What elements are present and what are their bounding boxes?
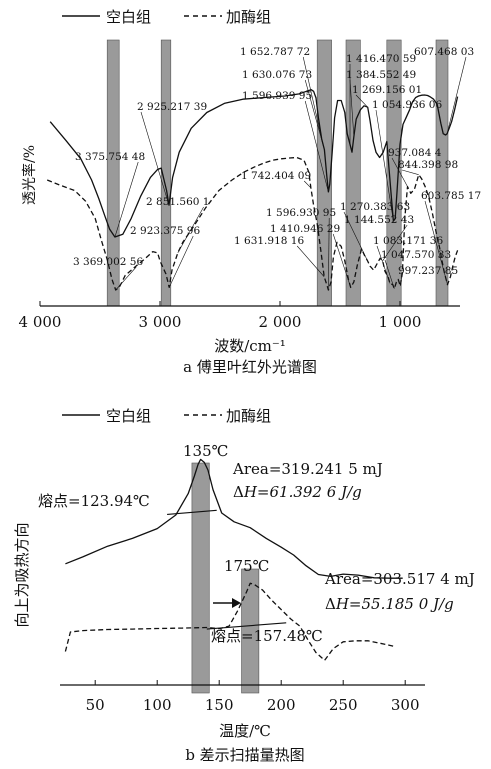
peak-label-blank: 135℃ [183, 442, 228, 460]
peak-label-enzyme: 175℃ [224, 557, 269, 575]
delta-symbol: Δ [325, 595, 336, 613]
delta-symbol: Δ [233, 483, 244, 501]
annotation-leader [382, 224, 408, 262]
chart-caption: a 傅里叶红外光谱图 [183, 358, 317, 376]
annotation-leader [401, 169, 419, 176]
x-tick-label: 200 [267, 696, 296, 714]
annotation-leader [303, 180, 312, 189]
peak-annotations: 1 652.787 72 1 416.470 59 1 630.076 73 1 38… [73, 46, 481, 291]
peak-annotation: 937.084 4 [388, 147, 442, 159]
peak-annotation: 1 054.936 06 [372, 99, 442, 111]
annotation-leader [296, 245, 325, 277]
peak-annotation: 2 851.560 1 [146, 196, 209, 208]
peak-annotation: 1 416.470 59 [346, 53, 416, 65]
x-tick-label: 3 000 [139, 313, 182, 331]
peak-annotation: 1 596.939 95 [242, 90, 312, 102]
annotation-leader [114, 161, 139, 238]
y-axis-label: 透光率/% [21, 145, 38, 205]
annotation-leader [391, 157, 408, 187]
annotation-leader [376, 245, 391, 284]
legend-label-enzyme: 加酶组 [226, 407, 271, 425]
annotation-leader [115, 266, 137, 291]
peak-annotation: 1 269.156 01 [352, 84, 422, 96]
enthalpy-label-enzyme: ΔH=55.185 0 J/g [325, 595, 454, 613]
peak-annotation: 2 925.217 39 [137, 101, 207, 113]
peak-annotation: 1 144.552 43 [344, 214, 414, 226]
peak-arrow-head [232, 598, 241, 608]
x-axis-label: 波数/cm⁻¹ [214, 337, 286, 355]
dsc-chart: 空白组 加酶组 135℃ 175℃ Area=319.241 5 mJ ΔH=6… [13, 407, 475, 764]
blank-spectrum-line [49, 89, 459, 238]
peak-annotation: 1 270.383 63 [340, 201, 410, 213]
peak-annotation: 603.785 17 [421, 190, 481, 202]
baseline-tangent [206, 622, 287, 630]
x-tick-label: 50 [86, 696, 105, 714]
annotation-leader [400, 275, 403, 287]
chart-caption: b 差示扫描量热图 [185, 746, 304, 764]
annotation-leader [177, 206, 204, 254]
peak-annotation: 1 047.570 33 [381, 249, 451, 261]
melting-point-enzyme: 熔点=157.48℃ [211, 627, 323, 645]
annotation-leader [375, 109, 394, 222]
annotation-leader [446, 56, 467, 134]
highlight-band [241, 568, 260, 694]
annotation-leader [343, 211, 368, 261]
x-axis-ticks: 4 000 3 000 2 000 1 000 [19, 301, 422, 331]
x-axis-ticks: 50 100 150 200 250 300 [86, 680, 420, 714]
highlight-band [316, 39, 332, 307]
peak-annotation: 1 742.404 09 [241, 170, 311, 182]
legend-label-enzyme: 加酶组 [226, 8, 271, 26]
annotation-leader [302, 56, 322, 140]
x-tick-label: 250 [329, 696, 358, 714]
thermogram-series [64, 458, 403, 661]
highlight-bands [191, 462, 260, 694]
legend-label-blank: 空白组 [106, 8, 151, 26]
annotation-leader [384, 259, 395, 289]
peak-annotation: 1 652.787 72 [240, 46, 310, 58]
peak-annotation: 1 083.171 36 [373, 235, 443, 247]
annotation-leader [304, 79, 325, 150]
annotation-leader [304, 100, 329, 193]
highlight-band [191, 462, 210, 694]
x-tick-label: 1 000 [379, 313, 422, 331]
peak-annotation: 1 631.918 16 [234, 235, 304, 247]
peak-annotation: 1 596.930 95 [266, 207, 336, 219]
enthalpy-value: H=55.185 0 J/g [335, 595, 454, 613]
ir-chart: 空白组 加酶组 1 652.787 72 1 416.470 59 1 630.07… [19, 8, 482, 376]
annotation-leader [355, 94, 368, 108]
y-axis-label: 向上为吸热方向 [13, 522, 31, 627]
area-label-enzyme: Area=303.517 4 mJ [324, 570, 475, 588]
peak-annotation: 844.398 98 [398, 159, 458, 171]
peak-annotation: 3 369.002 56 [73, 256, 143, 268]
enthalpy-value: H=61.392 6 J/g [243, 483, 362, 501]
x-tick-label: 4 000 [19, 313, 62, 331]
peak-annotation: 1 410.946 29 [270, 223, 340, 235]
peak-annotation: 997.237 85 [398, 265, 458, 277]
melting-point-blank: 熔点=123.94℃ [38, 492, 150, 510]
spectra-series [46, 89, 459, 291]
legend-label-blank: 空白组 [106, 407, 151, 425]
blank-thermogram-line [65, 458, 403, 579]
peak-annotation: 607.468 03 [414, 46, 474, 58]
x-tick-label: 300 [391, 696, 420, 714]
peak-annotation: 3 375.754 48 [75, 151, 145, 163]
enzyme-thermogram-line [64, 582, 396, 661]
x-tick-label: 2 000 [259, 313, 302, 331]
peak-annotation: 1 384.552 49 [346, 69, 416, 81]
annotation-leader [168, 235, 194, 288]
annotation-leader [424, 200, 448, 285]
x-tick-label: 150 [205, 696, 234, 714]
annotation-leader [328, 217, 330, 291]
annotation-leader [349, 79, 355, 137]
enthalpy-label-blank: ΔH=61.392 6 J/g [233, 483, 362, 501]
peak-annotation: 1 630.076 73 [242, 69, 312, 81]
annotation-leader [332, 233, 351, 288]
peak-annotation: 2 923.375 96 [130, 225, 200, 237]
x-axis-label: 温度/℃ [219, 722, 271, 740]
x-tick-label: 100 [143, 696, 172, 714]
area-label-blank: Area=319.241 5 mJ [232, 460, 383, 478]
annotation-leader [140, 111, 170, 206]
baseline-tangent [167, 509, 217, 515]
